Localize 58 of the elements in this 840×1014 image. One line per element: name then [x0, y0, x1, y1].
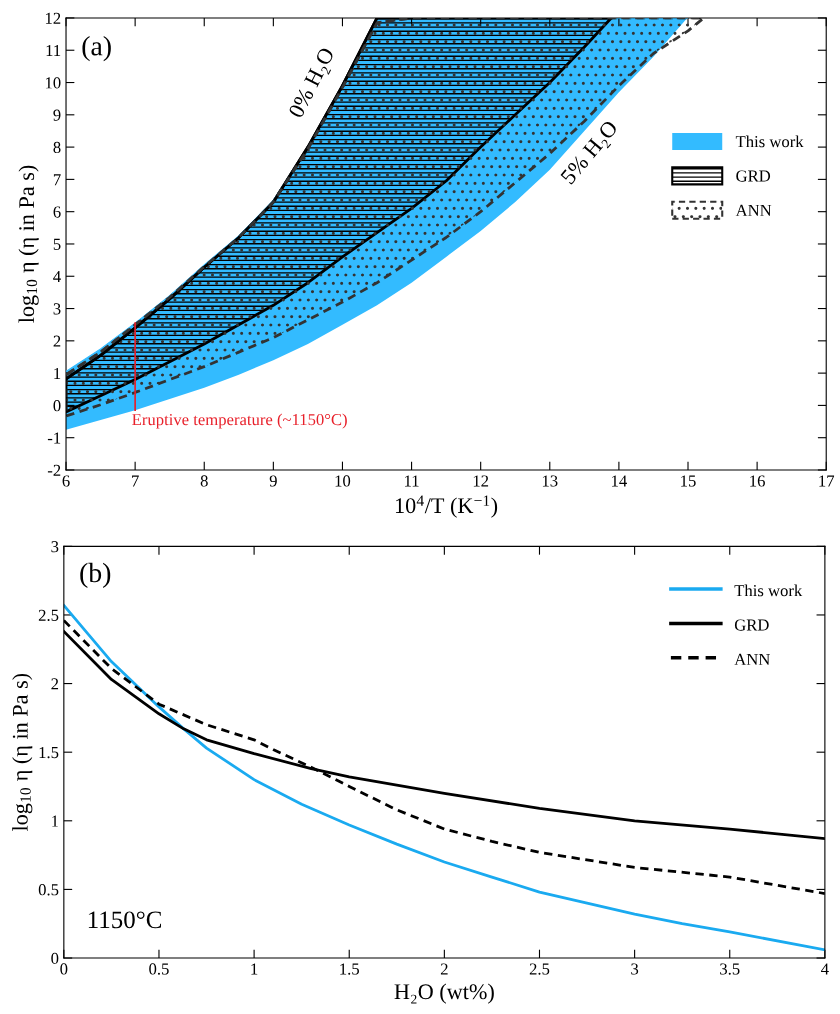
y-tick-label: 2: [51, 678, 59, 690]
y-tick-label: 8: [53, 141, 61, 154]
x-tick-label: 4: [821, 963, 829, 975]
y-tick-label: 7: [53, 174, 61, 186]
x-tick-label: 1: [251, 963, 258, 975]
x-tick-label: 7: [132, 475, 139, 487]
y-axis-title: log$_{10}$ η (η in Pa s): [18, 165, 39, 323]
y-tick-label: 3: [51, 541, 59, 553]
y-tick-label: 3: [53, 303, 61, 315]
x-tick-label: 3.5: [720, 963, 740, 975]
x-tick-label: 14: [612, 475, 627, 487]
x-axis-title: H₂O (wt%): [394, 983, 494, 1004]
x-tick-label: 11: [405, 475, 419, 487]
x-tick-label: 0.5: [149, 963, 169, 975]
y-tick-label: 11: [46, 45, 61, 57]
x-tick-label: 10: [335, 475, 351, 487]
annotation: 0% H₂O: [288, 46, 339, 121]
y-tick-label: 2.5: [38, 609, 59, 621]
x-tick-label: 13: [542, 475, 558, 487]
legend-label: This work: [735, 135, 804, 148]
annotation: (b): [80, 562, 111, 588]
x-axis-title: 10$^{4}$/T (K$^{−1}$): [395, 495, 498, 518]
annotation: 5% H₂O: [560, 119, 622, 188]
y-tick-label: 9: [53, 109, 61, 121]
x-tick-label: 3: [631, 963, 639, 975]
y-tick-label: 12: [45, 12, 61, 24]
x-tick-label: 12: [473, 475, 489, 487]
x-tick-label: 8: [200, 475, 208, 487]
text: GRD: [736, 170, 771, 182]
annotation: 1150°C: [88, 911, 162, 929]
y-tick-label: 0: [51, 952, 59, 964]
y-tick-label: 10: [45, 77, 61, 89]
y-tick-label: 0.5: [38, 884, 59, 896]
y-tick-label: 2: [53, 335, 61, 347]
y-tick-label: -2: [47, 464, 61, 476]
y-tick-label: 4: [53, 271, 61, 283]
x-tick-label: 15: [681, 475, 696, 487]
ref-line-label: Eruptive temperature (~1150°C): [132, 413, 347, 429]
y-tick-label: 1: [52, 815, 58, 827]
legend-label: ANN: [734, 653, 770, 665]
y-tick-label: 6: [53, 206, 61, 218]
y-tick-label: -1: [47, 432, 61, 444]
y-axis-title: log$_{10}$ η (η in Pa s): [12, 673, 33, 832]
y-tick-label: 5: [53, 238, 61, 250]
x-tick-label: 9: [269, 475, 277, 487]
x-tick-label: 6: [62, 475, 70, 487]
legend-label: GRD: [734, 619, 769, 631]
y-tick-label: 1: [54, 367, 61, 379]
legend-label: This work: [734, 584, 803, 597]
text: ANN: [735, 204, 772, 216]
x-tick-label: 16: [750, 475, 765, 487]
x-tick-label: 17: [819, 475, 835, 487]
annotation: (a): [82, 36, 111, 62]
x-tick-label: 2: [440, 963, 448, 975]
x-tick-label: 1.5: [340, 963, 359, 975]
y-tick-label: 0: [53, 400, 61, 412]
x-tick-label: 2.5: [529, 963, 550, 975]
y-tick-label: 1.5: [39, 746, 59, 759]
